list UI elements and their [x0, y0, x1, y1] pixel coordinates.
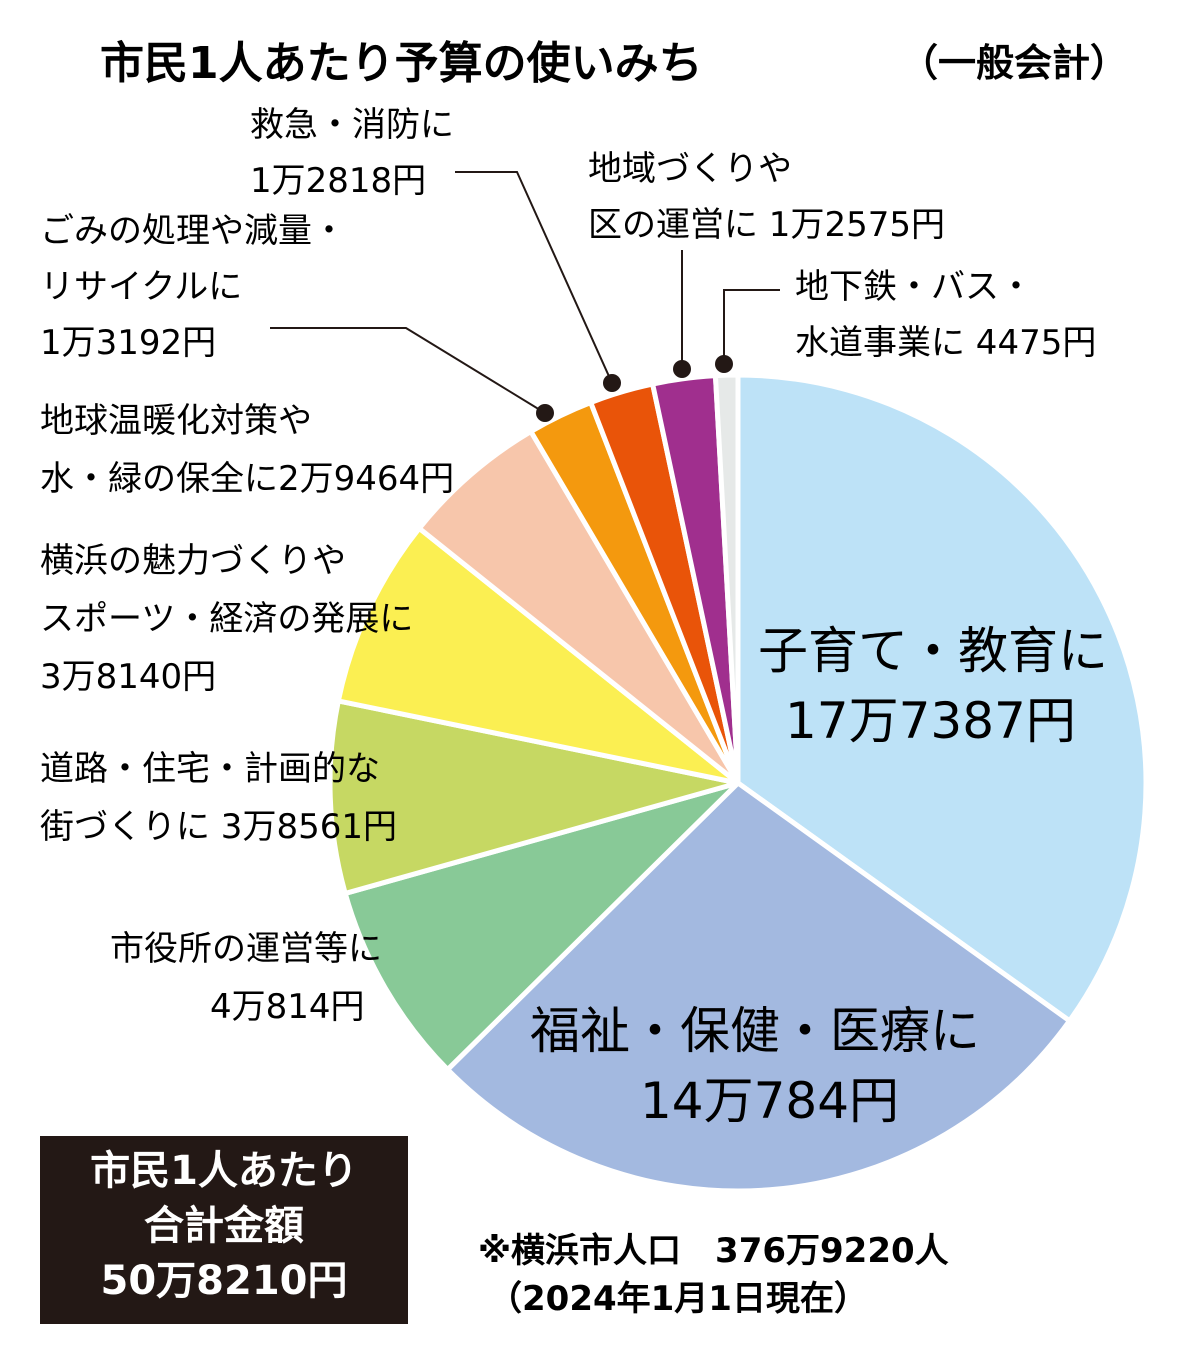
leader-lines — [270, 171, 780, 422]
leader-dot-9 — [673, 360, 691, 378]
slice-label-4-line-1: 道路・住宅・計画的な — [40, 749, 380, 789]
slice-label-7-line-2: リサイクルに — [40, 267, 242, 307]
pie-slice-10 — [712, 372, 741, 784]
slice-label-1-line-2: 17万7387円 — [785, 692, 1076, 750]
slice-label-5-line-2: スポーツ・経済の発展に — [40, 599, 413, 639]
pie-slice-2 — [444, 779, 1074, 1194]
chart-subtitle: （一般会計） — [900, 41, 1128, 85]
pie-slices — [327, 372, 1149, 1194]
population-note-line-1: ※横浜市人口 376万9220人 — [478, 1231, 949, 1271]
leader-line-8 — [455, 171, 613, 384]
slice-label-3-line-2: 4万814円 — [210, 987, 365, 1027]
population-note-line-2: （2024年1月1日現在） — [488, 1279, 868, 1319]
leader-dot-10 — [715, 355, 733, 373]
slice-label-3-line-1: 市役所の運営等に — [110, 929, 382, 969]
leader-line-7 — [270, 327, 546, 414]
chart-title: 市民1人あたり予算の使いみち — [100, 38, 703, 89]
slice-label-5-line-3: 3万8140円 — [40, 657, 216, 697]
slice-label-6-line-1: 地球温暖化対策や — [40, 401, 312, 441]
slice-label-2-line-2: 14万784円 — [640, 1072, 899, 1130]
slice-label-7-line-1: ごみの処理や減量・ — [40, 211, 346, 251]
leader-line-10 — [723, 289, 780, 364]
slice-label-6-line-2: 水・緑の保全に2万9464円 — [40, 459, 454, 499]
total-line-1: 市民1人あたり — [90, 1148, 358, 1194]
pie-slice-1 — [735, 372, 1149, 1025]
slice-label-10-line-1: 地下鉄・バス・ — [795, 267, 1033, 307]
slice-label-4-line-2: 街づくりに 3万8561円 — [40, 807, 397, 847]
slice-label-8-line-1: 救急・消防に — [250, 105, 454, 145]
total-line-3: 50万8210円 — [100, 1258, 348, 1304]
leader-dot-8 — [603, 374, 621, 392]
total-amount-box: 市民1人あたり 合計金額 50万8210円 — [40, 1136, 408, 1324]
pie-slice-5 — [335, 524, 740, 786]
total-line-2: 合計金額 — [144, 1203, 304, 1249]
slice-label-10-line-2: 水道事業に 4475円 — [795, 323, 1096, 363]
pie-slice-3 — [342, 780, 740, 1074]
slice-label-9-line-2: 区の運営に 1万2575円 — [588, 205, 945, 245]
pie-slice-6 — [415, 428, 741, 785]
slice-label-1-line-1: 子育て・教育に — [758, 622, 1108, 680]
pie-slice-4 — [327, 697, 739, 897]
slice-label-7-line-3: 1万3192円 — [40, 323, 216, 363]
slice-label-2-line-1: 福祉・保健・医療に — [530, 1002, 980, 1060]
slice-label-9-line-1: 地域づくりや — [588, 149, 792, 189]
slice-label-5-line-1: 横浜の魅力づくりや — [40, 541, 346, 581]
slice-label-8-line-2: 1万2818円 — [250, 161, 426, 201]
leader-dot-7 — [536, 404, 554, 422]
